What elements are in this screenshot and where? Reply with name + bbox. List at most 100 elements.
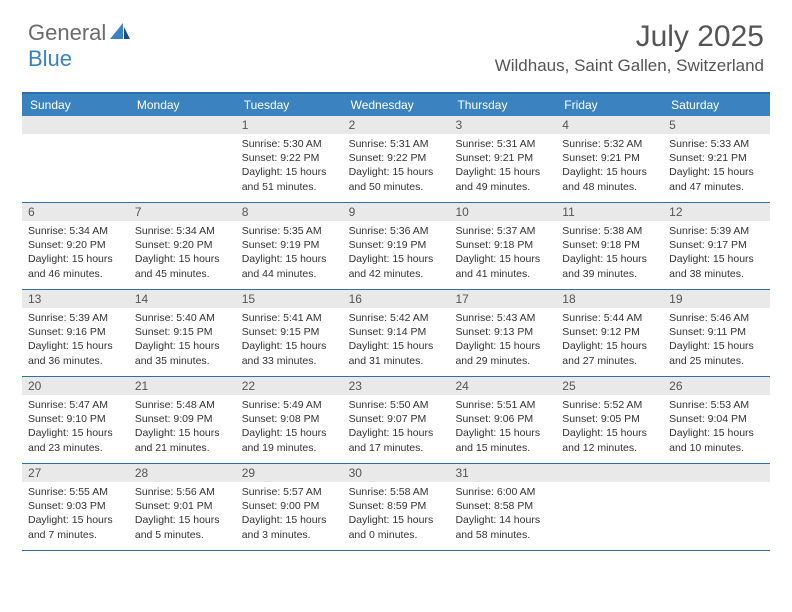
day-number: 2 — [343, 116, 450, 134]
sunrise-text: Sunrise: 5:43 AM — [455, 311, 552, 325]
month-title: July 2025 — [495, 20, 764, 54]
day-number: 7 — [129, 203, 236, 221]
sunrise-text: Sunrise: 5:32 AM — [562, 137, 659, 151]
day-details: Sunrise: 5:31 AMSunset: 9:22 PMDaylight:… — [343, 134, 450, 194]
day-details: Sunrise: 5:58 AMSunset: 8:59 PMDaylight:… — [343, 482, 450, 542]
day-header: Saturday — [663, 94, 770, 116]
daylight-text: Daylight: 15 hours and 42 minutes. — [349, 252, 446, 280]
day-header: Monday — [129, 94, 236, 116]
day-number: 1 — [236, 116, 343, 134]
logo-text-general: General — [28, 20, 106, 46]
day-number: 13 — [22, 290, 129, 308]
daylight-text: Daylight: 15 hours and 5 minutes. — [135, 513, 232, 541]
sunrise-text: Sunrise: 5:41 AM — [242, 311, 339, 325]
sunset-text: Sunset: 9:12 PM — [562, 325, 659, 339]
day-details: Sunrise: 5:31 AMSunset: 9:21 PMDaylight:… — [449, 134, 556, 194]
day-cell: 28Sunrise: 5:56 AMSunset: 9:01 PMDayligh… — [129, 464, 236, 550]
calendar: SundayMondayTuesdayWednesdayThursdayFrid… — [22, 92, 770, 551]
day-cell: 5Sunrise: 5:33 AMSunset: 9:21 PMDaylight… — [663, 116, 770, 202]
day-details: Sunrise: 5:46 AMSunset: 9:11 PMDaylight:… — [663, 308, 770, 368]
daylight-text: Daylight: 15 hours and 48 minutes. — [562, 165, 659, 193]
daylight-text: Daylight: 15 hours and 33 minutes. — [242, 339, 339, 367]
sunset-text: Sunset: 9:22 PM — [242, 151, 339, 165]
sunset-text: Sunset: 9:15 PM — [135, 325, 232, 339]
daylight-text: Daylight: 15 hours and 7 minutes. — [28, 513, 125, 541]
sunrise-text: Sunrise: 5:55 AM — [28, 485, 125, 499]
day-cell: 18Sunrise: 5:44 AMSunset: 9:12 PMDayligh… — [556, 290, 663, 376]
day-number: 18 — [556, 290, 663, 308]
sunrise-text: Sunrise: 5:31 AM — [349, 137, 446, 151]
daylight-text: Daylight: 15 hours and 23 minutes. — [28, 426, 125, 454]
sunset-text: Sunset: 9:09 PM — [135, 412, 232, 426]
sunset-text: Sunset: 9:06 PM — [455, 412, 552, 426]
sunrise-text: Sunrise: 5:52 AM — [562, 398, 659, 412]
week-row: 13Sunrise: 5:39 AMSunset: 9:16 PMDayligh… — [22, 290, 770, 377]
day-cell: 6Sunrise: 5:34 AMSunset: 9:20 PMDaylight… — [22, 203, 129, 289]
day-number: 29 — [236, 464, 343, 482]
sunset-text: Sunset: 9:07 PM — [349, 412, 446, 426]
sunrise-text: Sunrise: 5:47 AM — [28, 398, 125, 412]
day-details: Sunrise: 5:41 AMSunset: 9:15 PMDaylight:… — [236, 308, 343, 368]
sunrise-text: Sunrise: 5:35 AM — [242, 224, 339, 238]
day-details: Sunrise: 5:57 AMSunset: 9:00 PMDaylight:… — [236, 482, 343, 542]
sunrise-text: Sunrise: 5:34 AM — [28, 224, 125, 238]
day-cell: 25Sunrise: 5:52 AMSunset: 9:05 PMDayligh… — [556, 377, 663, 463]
day-details: Sunrise: 5:37 AMSunset: 9:18 PMDaylight:… — [449, 221, 556, 281]
day-cell — [556, 464, 663, 550]
day-details: Sunrise: 5:34 AMSunset: 9:20 PMDaylight:… — [22, 221, 129, 281]
day-cell: 8Sunrise: 5:35 AMSunset: 9:19 PMDaylight… — [236, 203, 343, 289]
sunrise-text: Sunrise: 5:51 AM — [455, 398, 552, 412]
day-number: 8 — [236, 203, 343, 221]
sunset-text: Sunset: 9:08 PM — [242, 412, 339, 426]
day-number — [129, 116, 236, 134]
day-cell: 12Sunrise: 5:39 AMSunset: 9:17 PMDayligh… — [663, 203, 770, 289]
daylight-text: Daylight: 15 hours and 12 minutes. — [562, 426, 659, 454]
sunrise-text: Sunrise: 5:40 AM — [135, 311, 232, 325]
day-number: 12 — [663, 203, 770, 221]
sunset-text: Sunset: 9:11 PM — [669, 325, 766, 339]
day-number — [556, 464, 663, 482]
sunrise-text: Sunrise: 5:33 AM — [669, 137, 766, 151]
day-details: Sunrise: 5:56 AMSunset: 9:01 PMDaylight:… — [129, 482, 236, 542]
day-cell: 16Sunrise: 5:42 AMSunset: 9:14 PMDayligh… — [343, 290, 450, 376]
day-details: Sunrise: 5:47 AMSunset: 9:10 PMDaylight:… — [22, 395, 129, 455]
daylight-text: Daylight: 15 hours and 21 minutes. — [135, 426, 232, 454]
day-details: Sunrise: 5:43 AMSunset: 9:13 PMDaylight:… — [449, 308, 556, 368]
sunrise-text: Sunrise: 5:36 AM — [349, 224, 446, 238]
sunset-text: Sunset: 8:59 PM — [349, 499, 446, 513]
daylight-text: Daylight: 15 hours and 35 minutes. — [135, 339, 232, 367]
page-header: General July 2025 Wildhaus, Saint Gallen… — [0, 0, 792, 84]
sunset-text: Sunset: 9:01 PM — [135, 499, 232, 513]
sunset-text: Sunset: 9:21 PM — [562, 151, 659, 165]
daylight-text: Daylight: 15 hours and 27 minutes. — [562, 339, 659, 367]
day-cell: 3Sunrise: 5:31 AMSunset: 9:21 PMDaylight… — [449, 116, 556, 202]
day-cell: 2Sunrise: 5:31 AMSunset: 9:22 PMDaylight… — [343, 116, 450, 202]
daylight-text: Daylight: 15 hours and 44 minutes. — [242, 252, 339, 280]
sunrise-text: Sunrise: 5:31 AM — [455, 137, 552, 151]
sunset-text: Sunset: 9:00 PM — [242, 499, 339, 513]
day-details: Sunrise: 5:44 AMSunset: 9:12 PMDaylight:… — [556, 308, 663, 368]
week-row: 1Sunrise: 5:30 AMSunset: 9:22 PMDaylight… — [22, 116, 770, 203]
daylight-text: Daylight: 15 hours and 29 minutes. — [455, 339, 552, 367]
sunrise-text: Sunrise: 5:49 AM — [242, 398, 339, 412]
day-cell: 19Sunrise: 5:46 AMSunset: 9:11 PMDayligh… — [663, 290, 770, 376]
daylight-text: Daylight: 15 hours and 41 minutes. — [455, 252, 552, 280]
day-cell: 27Sunrise: 5:55 AMSunset: 9:03 PMDayligh… — [22, 464, 129, 550]
daylight-text: Daylight: 15 hours and 50 minutes. — [349, 165, 446, 193]
day-header: Sunday — [22, 94, 129, 116]
sunrise-text: Sunrise: 6:00 AM — [455, 485, 552, 499]
day-cell — [22, 116, 129, 202]
day-cell: 22Sunrise: 5:49 AMSunset: 9:08 PMDayligh… — [236, 377, 343, 463]
sunset-text: Sunset: 9:21 PM — [669, 151, 766, 165]
daylight-text: Daylight: 15 hours and 39 minutes. — [562, 252, 659, 280]
day-details: Sunrise: 5:39 AMSunset: 9:16 PMDaylight:… — [22, 308, 129, 368]
day-cell: 20Sunrise: 5:47 AMSunset: 9:10 PMDayligh… — [22, 377, 129, 463]
day-details: Sunrise: 5:38 AMSunset: 9:18 PMDaylight:… — [556, 221, 663, 281]
day-details: Sunrise: 5:50 AMSunset: 9:07 PMDaylight:… — [343, 395, 450, 455]
day-number: 31 — [449, 464, 556, 482]
logo-text-blue: Blue — [28, 46, 72, 71]
sunrise-text: Sunrise: 5:44 AM — [562, 311, 659, 325]
day-details: Sunrise: 5:30 AMSunset: 9:22 PMDaylight:… — [236, 134, 343, 194]
daylight-text: Daylight: 15 hours and 31 minutes. — [349, 339, 446, 367]
day-number: 24 — [449, 377, 556, 395]
